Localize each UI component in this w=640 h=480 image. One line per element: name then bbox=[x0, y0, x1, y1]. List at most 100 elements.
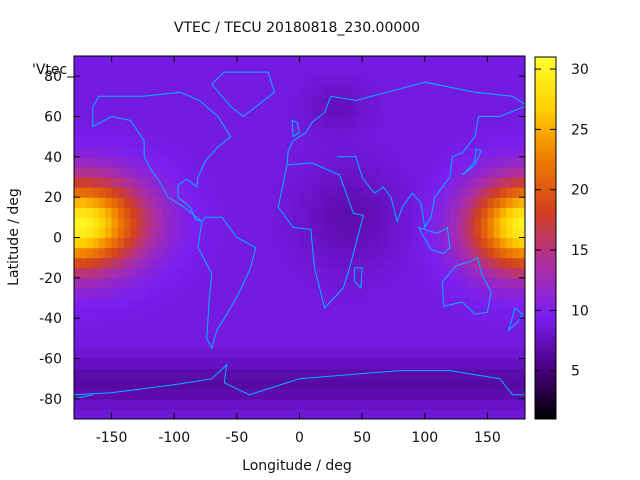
heatmap-cell bbox=[243, 96, 250, 108]
heatmap-cell bbox=[305, 116, 313, 128]
heatmap-cell bbox=[512, 398, 520, 410]
heatmap-cell bbox=[136, 237, 144, 249]
heatmap-cell bbox=[355, 136, 363, 148]
heatmap-cell bbox=[268, 328, 276, 339]
heatmap-cell bbox=[155, 76, 163, 87]
heatmap-cell bbox=[393, 358, 401, 370]
heatmap-cell bbox=[493, 86, 501, 97]
heatmap-cell bbox=[167, 76, 175, 87]
heatmap-cell bbox=[462, 197, 470, 208]
heatmap-cell bbox=[155, 217, 163, 229]
heatmap-cell bbox=[255, 298, 263, 309]
heatmap-cell bbox=[481, 116, 489, 128]
heatmap-cell bbox=[274, 267, 282, 279]
heatmap-cell bbox=[230, 217, 238, 229]
heatmap-cell bbox=[174, 207, 182, 218]
heatmap-cell bbox=[111, 237, 119, 249]
heatmap-cell bbox=[462, 348, 470, 360]
heatmap-cell bbox=[343, 298, 351, 309]
heatmap-cell bbox=[343, 358, 351, 370]
heatmap-cell bbox=[99, 86, 106, 97]
heatmap-cell bbox=[518, 388, 525, 400]
heatmap-cell bbox=[167, 187, 175, 198]
heatmap-cell bbox=[161, 207, 169, 218]
heatmap-cell bbox=[312, 368, 319, 380]
heatmap-cell bbox=[343, 348, 351, 360]
heatmap-cell bbox=[424, 247, 432, 259]
heatmap-cell bbox=[343, 277, 351, 289]
heatmap-cell bbox=[74, 126, 81, 138]
heatmap-cell bbox=[236, 378, 244, 390]
heatmap-cell bbox=[499, 106, 507, 118]
heatmap-cell bbox=[380, 217, 388, 229]
heatmap-cell bbox=[99, 207, 106, 218]
heatmap-cell bbox=[506, 247, 514, 259]
heatmap-cell bbox=[330, 177, 338, 188]
heatmap-cell bbox=[142, 207, 150, 218]
heatmap-cell bbox=[155, 328, 163, 339]
y-axis-label: Latitude / deg bbox=[6, 188, 22, 286]
heatmap-cell bbox=[368, 177, 376, 188]
heatmap-cell bbox=[255, 96, 263, 108]
heatmap-cell bbox=[286, 328, 294, 339]
heatmap-cell bbox=[105, 76, 113, 87]
heatmap-cell bbox=[161, 197, 169, 208]
heatmap-cell bbox=[399, 368, 407, 380]
heatmap-cell bbox=[431, 348, 438, 360]
heatmap-cell bbox=[111, 76, 119, 87]
heatmap-cell bbox=[305, 166, 313, 178]
heatmap-cell bbox=[174, 287, 182, 299]
heatmap-cell bbox=[142, 247, 150, 259]
heatmap-cell bbox=[161, 328, 169, 339]
heatmap-cell bbox=[261, 257, 269, 269]
heatmap-cell bbox=[481, 177, 489, 188]
heatmap-cell bbox=[487, 106, 495, 118]
heatmap-cell bbox=[374, 267, 382, 279]
heatmap-cell bbox=[80, 156, 88, 168]
heatmap-cell bbox=[506, 328, 514, 339]
y-tick-label: 80 bbox=[44, 69, 62, 85]
heatmap-cell bbox=[374, 378, 382, 390]
heatmap-cell bbox=[506, 408, 514, 419]
heatmap-cell bbox=[443, 368, 451, 380]
heatmap-cell bbox=[149, 116, 157, 128]
heatmap-cell bbox=[318, 267, 326, 279]
heatmap-cell bbox=[424, 177, 432, 188]
heatmap-cell bbox=[293, 227, 301, 239]
heatmap-cell bbox=[449, 166, 457, 178]
coastline-segment bbox=[74, 394, 93, 400]
heatmap-cell bbox=[355, 388, 363, 400]
heatmap-cell bbox=[92, 227, 100, 239]
heatmap-cell bbox=[274, 408, 282, 419]
heatmap-cell bbox=[124, 378, 131, 390]
heatmap-cell bbox=[136, 96, 144, 108]
heatmap-cell bbox=[399, 277, 407, 289]
heatmap-cell bbox=[355, 257, 363, 269]
heatmap-cell bbox=[518, 328, 525, 339]
heatmap-cell bbox=[218, 126, 225, 138]
heatmap-cell bbox=[136, 86, 144, 97]
heatmap-cell bbox=[437, 227, 445, 239]
heatmap-cell bbox=[518, 156, 525, 168]
heatmap-cell bbox=[424, 237, 432, 249]
heatmap-cell bbox=[274, 358, 282, 370]
heatmap-cell bbox=[443, 86, 451, 97]
heatmap-cell bbox=[462, 277, 470, 289]
heatmap-cell bbox=[86, 257, 94, 269]
heatmap-cell bbox=[193, 136, 200, 148]
heatmap-cell bbox=[142, 126, 150, 138]
heatmap-cell bbox=[280, 146, 288, 158]
heatmap-cell bbox=[99, 267, 106, 279]
heatmap-cell bbox=[268, 227, 276, 239]
heatmap-cell bbox=[243, 197, 250, 208]
heatmap-cell bbox=[431, 116, 438, 128]
heatmap-cell bbox=[312, 237, 319, 249]
heatmap-cell bbox=[387, 267, 395, 279]
heatmap-cell bbox=[236, 227, 244, 239]
heatmap-cell bbox=[481, 348, 489, 360]
heatmap-cell bbox=[312, 227, 319, 239]
heatmap-cell bbox=[243, 368, 250, 380]
heatmap-cell bbox=[230, 328, 238, 339]
heatmap-cell bbox=[518, 267, 525, 279]
heatmap-cell bbox=[280, 187, 288, 198]
